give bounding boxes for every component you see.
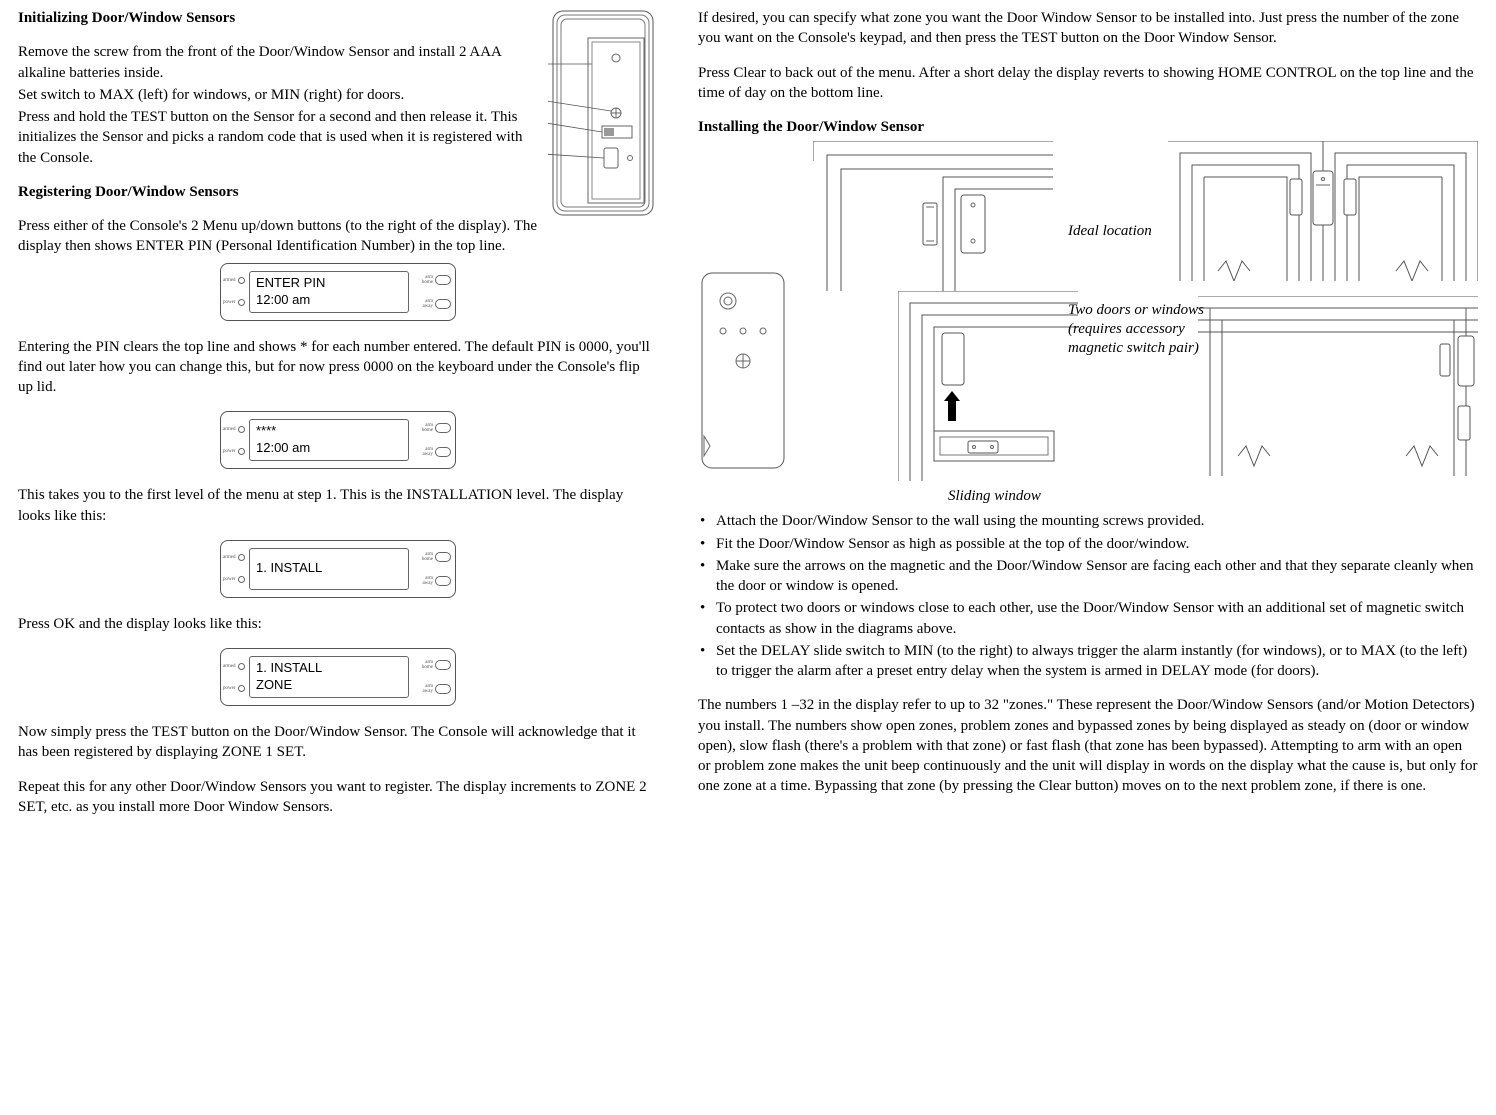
heading-installing: Installing the Door/Window Sensor bbox=[698, 117, 1478, 137]
console-display-3: armed power 1. INSTALL armhome armaway bbox=[220, 540, 456, 598]
display-line1: ENTER PIN bbox=[256, 275, 402, 292]
bullet-3: Make sure the arrows on the magnetic and… bbox=[698, 556, 1478, 597]
bullet-5: Set the DELAY slide switch to MIN (to th… bbox=[698, 641, 1478, 682]
install-bullets: Attach the Door/Window Sensor to the wal… bbox=[698, 511, 1478, 681]
console-display-4: armed power 1. INSTALL ZONE armhome arma… bbox=[220, 648, 456, 706]
para-first-level: This takes you to the first level of the… bbox=[18, 485, 658, 526]
console-display-1: armed power ENTER PIN 12:00 am armhome a… bbox=[220, 263, 456, 321]
display-line1: **** bbox=[256, 423, 402, 440]
display-line1: 1. INSTALL bbox=[256, 560, 402, 577]
para-zone1-set: Now simply press the TEST button on the … bbox=[18, 722, 658, 763]
sensor-diagram bbox=[548, 8, 658, 218]
installation-diagrams: Ideal location Two doors or windows (req… bbox=[698, 141, 1478, 501]
display-line2: 12:00 am bbox=[256, 292, 402, 309]
caption-two-doors: Two doors or windows (requires accessory… bbox=[1068, 301, 1218, 357]
display-line2: 12:00 am bbox=[256, 440, 402, 457]
bullet-2: Fit the Door/Window Sensor as high as po… bbox=[698, 534, 1478, 554]
para-menu-buttons: Press either of the Console's 2 Menu up/… bbox=[18, 216, 658, 257]
console-display-2: armed power **** 12:00 am armhome armawa… bbox=[220, 411, 456, 469]
para-press-clear: Press Clear to back out of the menu. Aft… bbox=[698, 63, 1478, 104]
bullet-1: Attach the Door/Window Sensor to the wal… bbox=[698, 511, 1478, 531]
para-zones: The numbers 1 –32 in the display refer t… bbox=[698, 695, 1478, 796]
bullet-4: To protect two doors or windows close to… bbox=[698, 598, 1478, 639]
display-line1: 1. INSTALL bbox=[256, 660, 402, 677]
caption-sliding: Sliding window bbox=[948, 486, 1041, 506]
para-entering-pin: Entering the PIN clears the top line and… bbox=[18, 337, 658, 398]
para-press-ok: Press OK and the display looks like this… bbox=[18, 614, 658, 634]
display-line2: ZONE bbox=[256, 677, 402, 694]
para-specify-zone: If desired, you can specify what zone yo… bbox=[698, 8, 1478, 49]
caption-ideal: Ideal location bbox=[1068, 221, 1152, 241]
para-repeat: Repeat this for any other Door/Window Se… bbox=[18, 777, 658, 818]
